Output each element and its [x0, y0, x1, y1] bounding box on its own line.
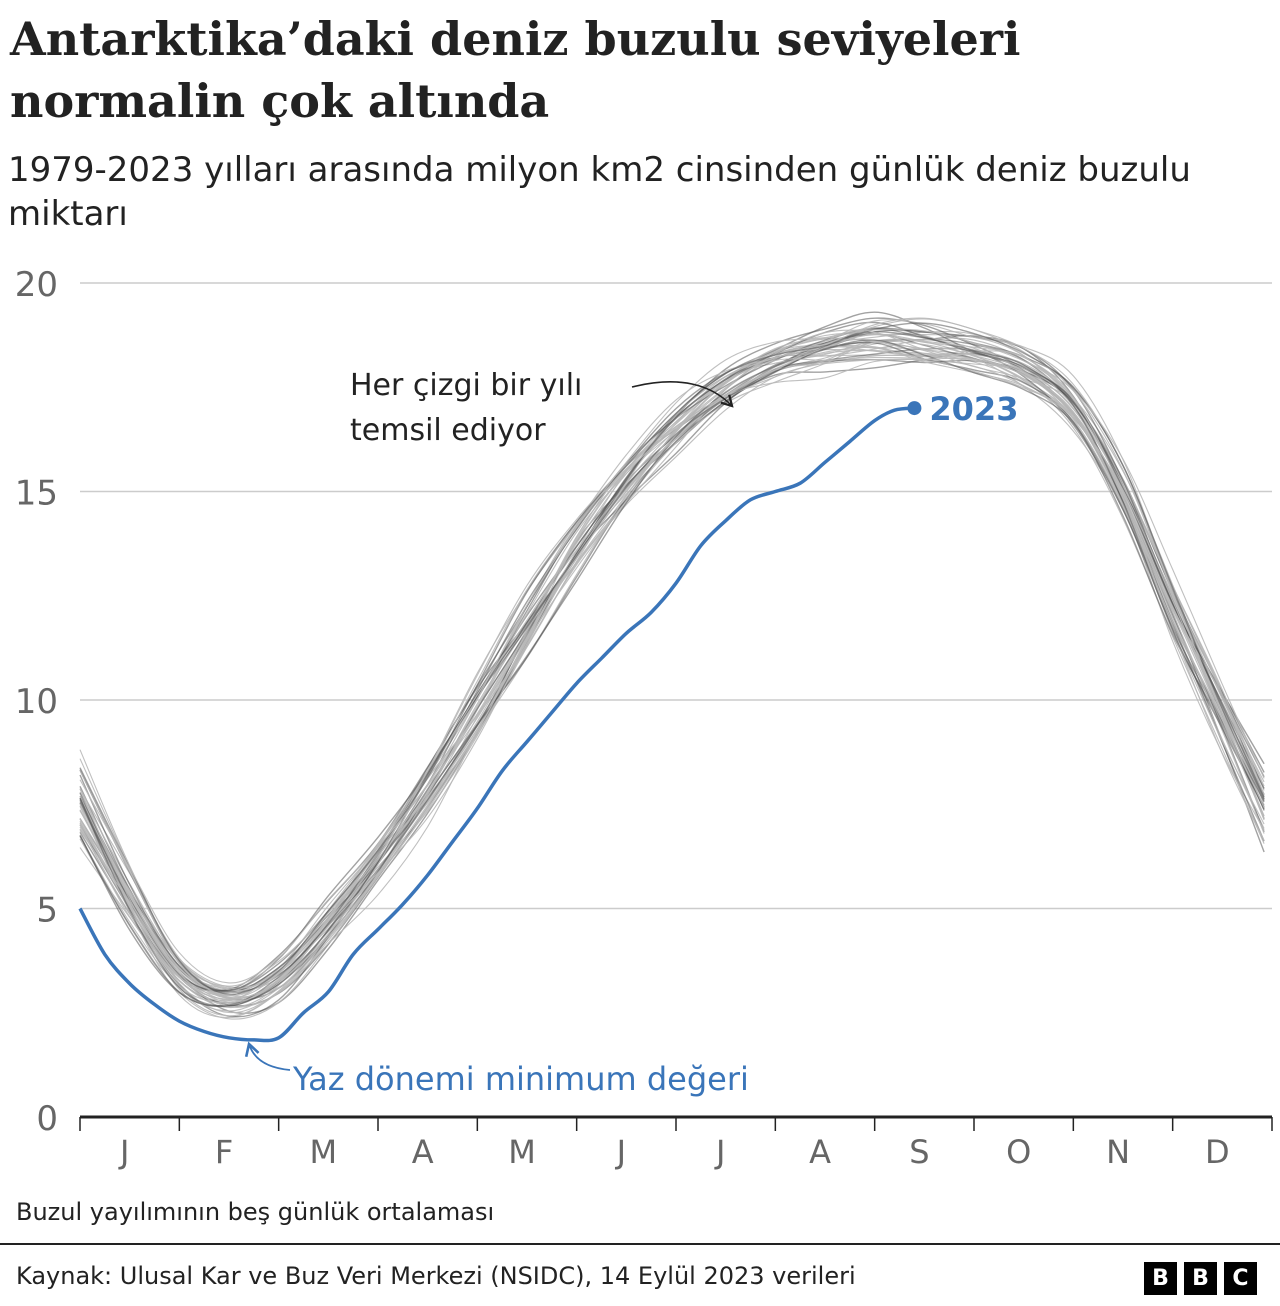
x-tick-label: A	[412, 1133, 434, 1171]
x-tick-label: N	[1106, 1133, 1130, 1171]
subtitle: 1979-2023 yılları arasında milyon km2 ci…	[8, 150, 1191, 234]
annotation-arrow	[631, 381, 734, 408]
historical-year-line	[79, 347, 1265, 1018]
y-tick-label: 20	[15, 265, 58, 305]
annotation-minimum-label: Yaz dönemi minimum değeri	[292, 1060, 749, 1098]
highlight-series	[78, 401, 922, 1043]
historical-year-line	[79, 354, 1265, 1020]
x-tick-label: F	[215, 1133, 233, 1171]
annotation-history-label: temsil ediyor	[350, 413, 546, 448]
historical-year-line	[79, 344, 1265, 992]
x-tick-label: O	[1006, 1133, 1031, 1171]
logo-letter: B	[1144, 1262, 1177, 1295]
annotation-2023-label: 2023	[929, 390, 1018, 428]
annotation-history-label: Her çizgi bir yılı	[350, 368, 582, 403]
x-tick-label: M	[310, 1133, 338, 1171]
x-tick-label: J	[118, 1133, 129, 1171]
y-tick-label: 10	[15, 682, 58, 722]
y-tick-label: 15	[15, 474, 58, 514]
series-line-2023	[78, 406, 915, 1043]
historical-year-line	[79, 328, 1265, 984]
historical-year-line	[79, 327, 1265, 994]
logo-letter: C	[1224, 1262, 1257, 1295]
historical-year-line	[79, 318, 1265, 999]
historical-year-line	[79, 357, 1265, 1008]
chart: 0 5 10 15 20 J F M A M J J A S O N D Her çizgi bir yılı…	[15, 265, 1273, 1171]
x-tick-label: S	[909, 1133, 929, 1171]
x-tick-label: J	[714, 1133, 725, 1171]
y-tick-labels: 0 5 10 15 20	[15, 265, 58, 1139]
bbc-logo: B B C	[1144, 1262, 1257, 1295]
historical-year-line	[79, 322, 1265, 996]
x-tick-label: J	[615, 1133, 626, 1171]
chart-note: Buzul yayılımının beş günlük ortalaması	[16, 1198, 495, 1226]
historical-year-line	[79, 341, 1265, 1008]
historical-year-line	[79, 319, 1265, 987]
source-text: Kaynak: Ulusal Kar ve Buz Veri Merkezi (…	[16, 1262, 856, 1290]
page-title: Antarktika’daki deniz buzulu seviyeleri …	[10, 12, 1021, 128]
historical-year-line	[79, 356, 1265, 1003]
historical-year-line	[79, 339, 1265, 1007]
x-tick-label: M	[508, 1133, 536, 1171]
grid-lines	[80, 282, 1272, 910]
logo-letter: B	[1184, 1262, 1217, 1295]
annotations: Her çizgi bir yılı temsil ediyor 2023 Yaz d…	[244, 368, 1018, 1098]
series-end-point-2023	[907, 401, 922, 416]
annotation-arrow	[244, 1041, 291, 1071]
x-tick-label: A	[809, 1133, 831, 1171]
x-tick-label: D	[1205, 1133, 1230, 1171]
y-tick-label: 5	[36, 891, 58, 931]
historical-series-lines	[79, 311, 1265, 1020]
y-tick-label: 0	[36, 1099, 58, 1139]
footer-divider	[0, 1243, 1280, 1245]
